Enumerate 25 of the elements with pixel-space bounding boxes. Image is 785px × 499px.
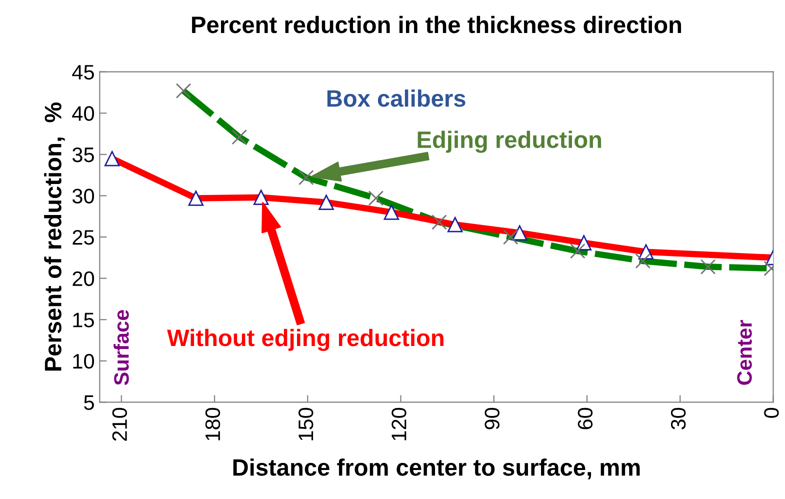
y-tick-label: 5 bbox=[84, 395, 94, 410]
y-tick-label: 20 bbox=[72, 271, 94, 286]
annotation: Surface bbox=[114, 310, 129, 386]
y-axis-title: Persent of reduction, % bbox=[44, 102, 65, 371]
x-tick-label: 150 bbox=[298, 408, 314, 440]
x-tick-label: 30 bbox=[670, 408, 686, 430]
y-tick-label: 40 bbox=[72, 106, 94, 121]
y-tick-label: 25 bbox=[72, 230, 94, 245]
x-axis-title: Distance from center to surface, mm bbox=[233, 458, 640, 480]
x-tick-label: 120 bbox=[392, 408, 406, 440]
y-tick-label: 15 bbox=[73, 312, 94, 328]
text: Without edjing reduction bbox=[167, 328, 444, 352]
y-tick-label: 45 bbox=[72, 65, 94, 80]
chart-title: Percent reduction in the thickness direction bbox=[192, 16, 682, 34]
text: Edjing reduction bbox=[418, 130, 602, 153]
x-tick-label: 180 bbox=[205, 408, 220, 440]
x-tick-label: 90 bbox=[484, 408, 500, 430]
x-tick-label: 0 bbox=[764, 408, 779, 418]
y-tick-label: 30 bbox=[72, 188, 94, 204]
annotation: Center bbox=[737, 320, 752, 385]
annotation: Box calibers bbox=[327, 89, 466, 107]
x-tick-label: 60 bbox=[578, 408, 593, 430]
y-tick-label: 10 bbox=[73, 354, 94, 369]
x-tick-label: 210 bbox=[112, 408, 128, 441]
y-tick-label: 35 bbox=[72, 147, 94, 162]
